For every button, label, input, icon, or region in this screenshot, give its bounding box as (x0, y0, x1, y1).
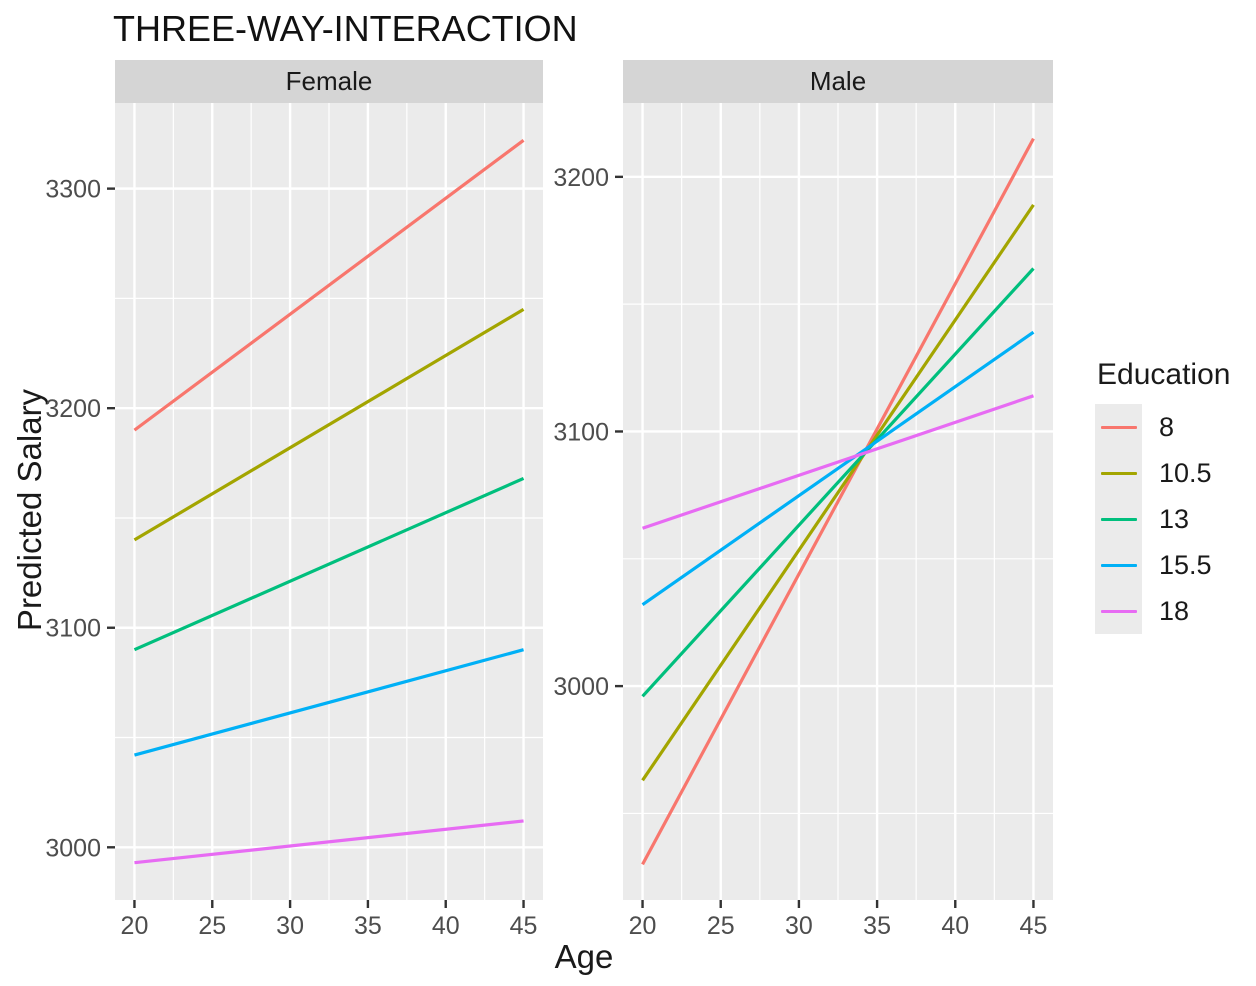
legend-swatch (1095, 404, 1142, 450)
legend-label: 15.5 (1159, 549, 1212, 580)
facet-strip (115, 60, 543, 103)
legend-item-15.5: 15.5 (1095, 542, 1230, 588)
legend-title: Education (1097, 358, 1231, 391)
legend-label: 8 (1159, 411, 1175, 442)
legend-item-13: 13 (1095, 496, 1230, 542)
x-tick-label: 45 (510, 912, 538, 940)
legend-swatch (1095, 588, 1142, 634)
legend-key-line (1100, 517, 1137, 521)
series-line-15.5 (134, 648, 524, 757)
facet-strip-label: Male (810, 66, 866, 96)
series-line-18 (642, 394, 1034, 530)
legend-item-18: 18 (1095, 588, 1230, 634)
x-tick-label: 20 (629, 912, 657, 940)
legend: Education 8 10.5 13 15.5 18 (1095, 358, 1230, 634)
y-tick-label: 3000 (553, 673, 609, 701)
legend-key-line (1100, 471, 1137, 475)
y-tick-label: 3200 (553, 164, 609, 192)
facet-strip (623, 60, 1053, 103)
legend-items: 8 10.5 13 15.5 18 (1095, 404, 1230, 634)
x-tick-label: 35 (863, 912, 891, 940)
series-line-10.5 (133, 308, 525, 542)
legend-label: 10.5 (1159, 457, 1212, 488)
y-tick-label: 3100 (45, 615, 101, 643)
plot-title: THREE-WAY-INTERACTION (113, 8, 578, 49)
x-axis-title: Age (554, 938, 614, 975)
legend-label: 18 (1159, 595, 1190, 626)
legend-item-8: 8 (1095, 404, 1230, 450)
x-tick-label: 25 (707, 912, 735, 940)
series-line-13 (641, 267, 1035, 698)
legend-item-10.5: 10.5 (1095, 450, 1230, 496)
x-tick-label: 30 (785, 912, 813, 940)
x-tick-label: 25 (198, 912, 226, 940)
y-tick-label: 3100 (553, 418, 609, 446)
legend-key-line (1100, 425, 1137, 429)
legend-key-line (1100, 609, 1137, 613)
series-line-8 (133, 139, 525, 432)
x-tick-label: 40 (432, 912, 460, 940)
legend-label: 13 (1159, 503, 1190, 534)
series-line-18 (134, 819, 524, 865)
x-tick-label: 35 (354, 912, 382, 940)
x-tick-label: 45 (1020, 912, 1048, 940)
y-axis-title: Predicted Salary (11, 388, 48, 632)
legend-key-line (1100, 563, 1137, 567)
y-tick-label: 3200 (45, 395, 101, 423)
series-line-10.5 (641, 203, 1035, 782)
series-line-8 (641, 137, 1035, 866)
legend-swatch (1095, 542, 1142, 588)
series-line-13 (133, 476, 525, 652)
x-tick-label: 20 (121, 912, 149, 940)
facet-strip-label: Female (286, 66, 373, 96)
facet-male: Male 3000 3100 3200 20 25 30 35 40 45 (553, 60, 1053, 940)
y-tick-label: 3000 (45, 834, 101, 862)
series-line-15.5 (641, 330, 1035, 606)
y-tick-label: 3300 (45, 176, 101, 204)
facet-female: Female 3000 3100 3200 3300 20 25 30 35 40 45 (45, 60, 543, 940)
legend-swatch (1095, 496, 1142, 542)
x-tick-label: 30 (276, 912, 304, 940)
legend-swatch (1095, 450, 1142, 496)
x-tick-label: 40 (941, 912, 969, 940)
